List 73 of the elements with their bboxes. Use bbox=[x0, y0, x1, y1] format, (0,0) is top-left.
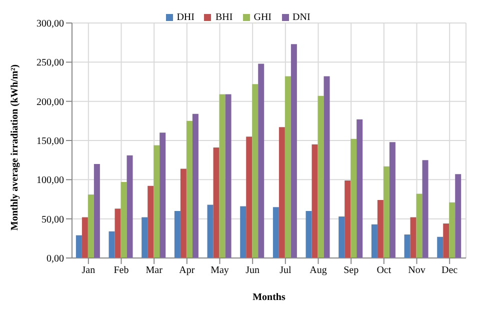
x-tick-label: Oct bbox=[376, 265, 392, 276]
bar bbox=[356, 119, 363, 258]
x-tick-label: Dec bbox=[442, 265, 458, 276]
bar bbox=[180, 168, 186, 258]
bar bbox=[377, 200, 384, 258]
bar bbox=[318, 96, 324, 258]
bar bbox=[82, 217, 88, 258]
bar bbox=[192, 114, 198, 258]
legend-label: DNI bbox=[292, 12, 310, 23]
y-tick-label: 100,00 bbox=[36, 175, 64, 186]
bar bbox=[252, 84, 258, 258]
bar bbox=[114, 208, 121, 258]
bar bbox=[246, 136, 252, 258]
bar bbox=[344, 180, 351, 258]
bar bbox=[142, 217, 148, 258]
bar bbox=[455, 174, 462, 258]
bar bbox=[213, 148, 220, 258]
bar bbox=[290, 44, 297, 258]
bar bbox=[148, 186, 154, 258]
y-tick-label: 200,00 bbox=[36, 96, 64, 108]
bar bbox=[324, 76, 330, 258]
x-tick-label: May bbox=[210, 265, 229, 276]
x-axis-title: Months bbox=[252, 292, 286, 303]
bar bbox=[272, 207, 279, 258]
bar bbox=[312, 144, 318, 258]
bar bbox=[94, 164, 100, 258]
x-tick-label: Mar bbox=[146, 265, 164, 276]
bar bbox=[126, 155, 133, 258]
bar bbox=[88, 194, 94, 258]
x-tick-label: Jun bbox=[246, 265, 260, 276]
bar bbox=[174, 211, 180, 258]
bar bbox=[186, 120, 192, 258]
y-tick-label: 150,00 bbox=[36, 136, 64, 148]
bar bbox=[207, 204, 214, 258]
bar bbox=[422, 160, 428, 258]
bar bbox=[219, 94, 226, 258]
bar bbox=[278, 127, 285, 258]
y-tick-label: 50,00 bbox=[42, 214, 64, 226]
y-tick-label: 300,00 bbox=[36, 18, 64, 30]
y-axis-title: Monthly average irradiation (kWh/m²) bbox=[10, 64, 21, 230]
bar bbox=[404, 234, 410, 258]
bar bbox=[306, 211, 312, 258]
x-tick-label: Apr bbox=[179, 265, 196, 276]
bar bbox=[240, 206, 246, 258]
bar bbox=[258, 64, 264, 258]
legend-label: BHI bbox=[215, 12, 233, 23]
legend-label: GHI bbox=[254, 12, 272, 23]
y-tick-label: 0,00 bbox=[46, 254, 64, 265]
x-tick-label: Feb bbox=[114, 265, 129, 276]
bar bbox=[410, 217, 416, 258]
bar bbox=[437, 236, 444, 258]
bar bbox=[338, 216, 345, 258]
bar bbox=[284, 76, 291, 258]
bar bbox=[371, 224, 378, 258]
bar bbox=[76, 235, 82, 258]
x-tick-label: Nov bbox=[408, 265, 426, 276]
x-tick-label: Jul bbox=[280, 265, 292, 276]
x-tick-label: Jan bbox=[82, 265, 96, 276]
bar bbox=[383, 166, 390, 258]
x-tick-label: Aug bbox=[310, 265, 327, 276]
y-tick-label: 250,00 bbox=[36, 58, 64, 69]
bar bbox=[389, 142, 396, 258]
bar bbox=[350, 138, 357, 258]
legend-label: DHI bbox=[176, 12, 194, 23]
bar bbox=[120, 182, 127, 258]
bar bbox=[225, 94, 232, 258]
bar bbox=[449, 202, 456, 258]
bar bbox=[443, 224, 450, 258]
bar bbox=[416, 194, 422, 258]
x-tick-label: Sep bbox=[344, 265, 359, 276]
bar bbox=[108, 231, 115, 258]
bar bbox=[160, 132, 166, 258]
bar bbox=[154, 145, 160, 258]
